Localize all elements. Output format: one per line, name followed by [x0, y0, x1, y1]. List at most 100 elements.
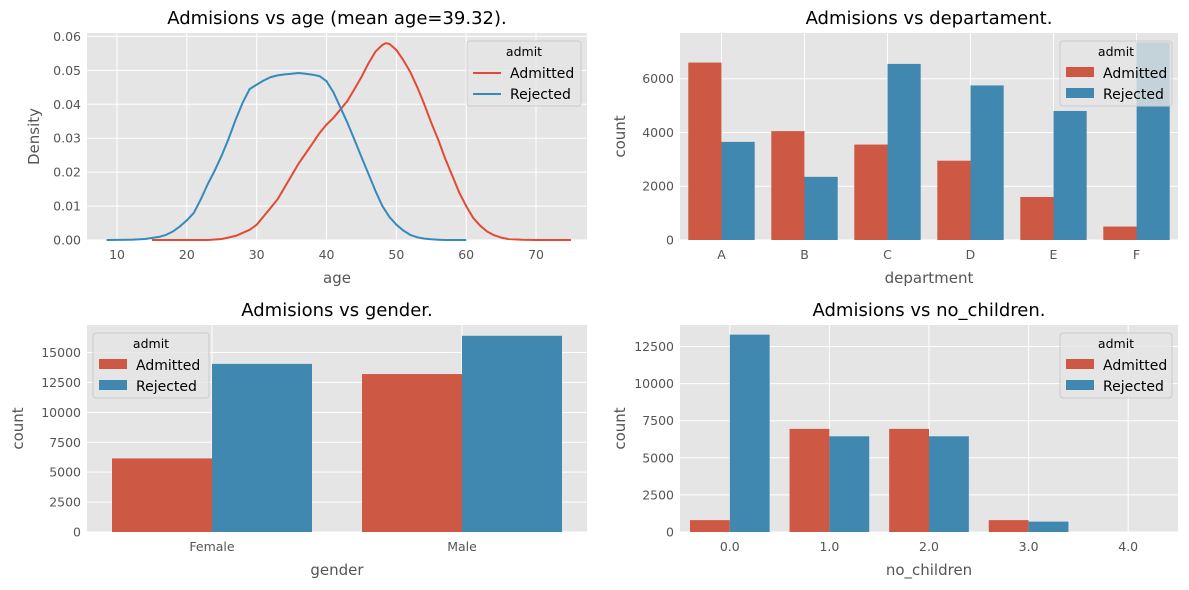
legend-swatch: [1066, 67, 1094, 77]
chart-title: Admisions vs age (mean age=39.32).: [167, 8, 507, 29]
x-tick-label: E: [1050, 247, 1058, 262]
bar-admitted-e: [1020, 196, 1054, 240]
chart-1: 0.00 0.01 0.02 0.03 0.04 0.05 0.06 10 20 30 40 50 60…: [25, 8, 587, 287]
y-tick-label: 2500: [642, 487, 674, 502]
legend: admit Admitted Rejected: [92, 332, 210, 399]
y-tick-label: 4000: [642, 125, 674, 140]
y-tick-label: 7500: [49, 435, 81, 450]
y-tick-label: 0.03: [53, 131, 81, 146]
chart-3: 0 2500 5000 7500 10000 12500 15000 Female Male Ad…: [9, 300, 587, 579]
bar-rejected-2-0: [929, 436, 969, 532]
y-tick-label: 0.05: [53, 63, 81, 78]
legend-box: [466, 40, 582, 107]
bar-rejected-c: [887, 63, 921, 240]
y-tick-label: 5000: [49, 465, 81, 480]
x-tick-label: 4.0: [1118, 539, 1138, 554]
legend-entry: Rejected: [1103, 87, 1164, 103]
y-axis-label: count: [611, 115, 629, 157]
legend-title: admit: [506, 44, 542, 59]
x-axis-label: gender: [310, 561, 364, 579]
legend: admit Admitted Rejected: [1059, 332, 1173, 399]
legend-swatch: [99, 359, 127, 369]
y-axis-label: count: [611, 407, 629, 449]
legend-swatch: [1066, 88, 1094, 98]
x-axis-label: department: [885, 269, 974, 287]
legend: admit Admitted Rejected: [466, 40, 582, 107]
chart-title: Admisions vs no_children.: [813, 300, 1046, 321]
y-tick-label: 0: [666, 233, 674, 248]
bar-admitted-d: [937, 160, 971, 240]
legend-swatch: [1066, 359, 1094, 369]
bar-rejected-a: [721, 141, 755, 240]
bar-admitted-1-0: [789, 428, 830, 532]
series-line-admitted: [151, 42, 571, 241]
y-tick-label: 0: [73, 525, 81, 540]
y-tick-label: 0: [666, 525, 674, 540]
x-tick-label: D: [966, 247, 976, 262]
x-tick-label: 20: [179, 247, 195, 262]
x-tick-label: 1.0: [819, 539, 839, 554]
legend-title: admit: [1098, 44, 1134, 59]
x-tick-label: 40: [319, 247, 335, 262]
bar-admitted-c: [854, 144, 888, 240]
legend-entry: Admitted: [1103, 66, 1167, 82]
y-tick-label: 15000: [41, 345, 81, 360]
bar-admitted-a: [688, 62, 722, 241]
chart-title: Admisions vs departament.: [806, 8, 1053, 29]
y-tick-label: 2000: [642, 179, 674, 194]
x-tick-label: 2.0: [919, 539, 939, 554]
bar-admitted-f: [1103, 226, 1137, 240]
legend-entry: Admitted: [1103, 358, 1167, 374]
bar-rejected-1-0: [829, 436, 870, 532]
bar-rejected-0-0: [729, 334, 770, 532]
legend-entry: Admitted: [510, 66, 574, 82]
bar-rejected-male: [462, 335, 562, 532]
bar-admitted-3-0: [988, 520, 1029, 532]
chart-2: 0 2000 4000 6000 A B C D E F Admisions vs departam…: [611, 8, 1178, 287]
x-tick-label: 0.0: [720, 539, 740, 554]
y-axis-label: count: [9, 407, 27, 449]
x-tick-label: 30: [249, 247, 265, 262]
y-tick-label: 10000: [634, 376, 674, 391]
bar-rejected-d: [970, 85, 1004, 240]
x-tick-label: 50: [388, 247, 404, 262]
x-axis-label: age: [323, 269, 351, 287]
bar-rejected-e: [1053, 110, 1087, 241]
legend-entry: Rejected: [510, 87, 571, 103]
legend-title: admit: [133, 336, 169, 351]
y-tick-label: 2500: [49, 495, 81, 510]
legend-swatch: [99, 380, 127, 390]
chart-4: 0 2500 5000 7500 10000 12500 0.0 1.0 2.0 3.0 4.0 Ad…: [611, 300, 1178, 580]
y-tick-label: 7500: [642, 413, 674, 428]
y-axis-label: Density: [25, 108, 43, 165]
legend-swatch: [1066, 380, 1094, 390]
y-tick-label: 0.00: [53, 233, 81, 248]
x-tick-label: Male: [447, 539, 477, 554]
series-line-rejected: [106, 72, 467, 241]
y-tick-label: 5000: [642, 450, 674, 465]
bar-rejected-female: [212, 363, 312, 532]
bar-admitted-female: [112, 458, 212, 532]
bar-admitted-2-0: [889, 428, 929, 532]
x-axis-label: no_children: [886, 561, 972, 580]
chart-title: Admisions vs gender.: [241, 300, 433, 321]
bar-admitted-0-0: [689, 520, 730, 532]
x-tick-label: F: [1133, 247, 1140, 262]
y-tick-label: 0.06: [53, 29, 81, 44]
y-tick-label: 12500: [634, 339, 674, 354]
bar-rejected-b: [804, 176, 838, 240]
x-tick-label: 10: [109, 247, 125, 262]
x-tick-label: C: [883, 247, 892, 262]
legend-entry: Rejected: [136, 379, 197, 395]
bar-admitted-b: [771, 131, 805, 240]
x-tick-label: 60: [458, 247, 474, 262]
y-tick-label: 0.04: [53, 97, 81, 112]
x-tick-label: 70: [528, 247, 544, 262]
x-tick-label: A: [717, 247, 726, 262]
bar-rejected-3-0: [1028, 521, 1069, 532]
y-tick-label: 0.02: [53, 165, 81, 180]
x-tick-label: Female: [189, 539, 235, 554]
y-tick-label: 10000: [41, 405, 81, 420]
legend-title: admit: [1098, 336, 1134, 351]
